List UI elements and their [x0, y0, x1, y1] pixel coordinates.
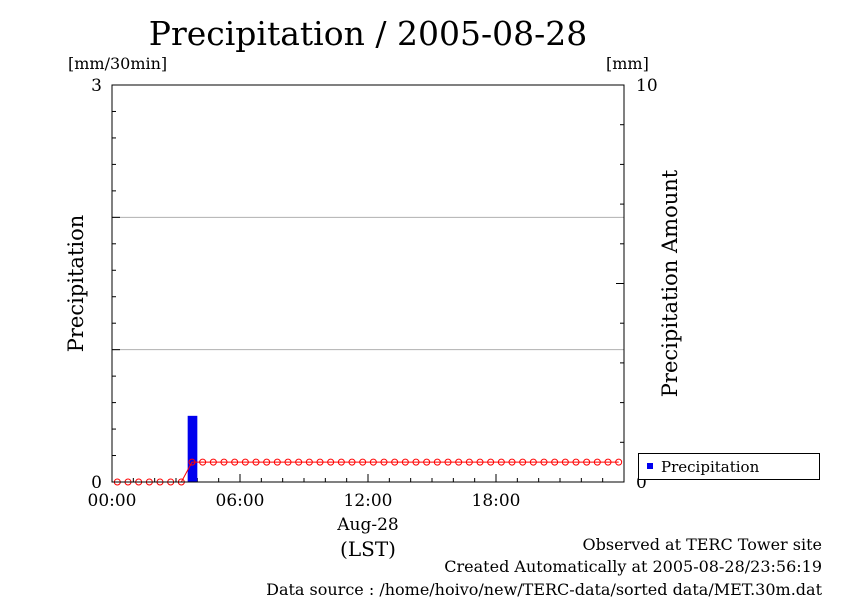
amount-marker [540, 458, 548, 466]
y-tick-label: 3 [91, 76, 102, 96]
x-tick-label: 18:00 [472, 491, 521, 511]
legend: Precipitation [638, 453, 820, 480]
amount-marker [369, 458, 377, 466]
x-tick-label: 00:00 [88, 491, 137, 511]
y-tick-label: 0 [91, 473, 102, 493]
plot-frame [111, 84, 625, 483]
y2-tick-label: 0 [636, 473, 647, 493]
chart-title: Precipitation / 2005-08-28 [148, 14, 588, 53]
footer-source: Data source : /home/hoivo/new/TERC-data/… [266, 580, 822, 599]
amount-marker [572, 458, 580, 466]
y-axis-label: Precipitation [64, 215, 88, 353]
amount-marker [380, 458, 388, 466]
amount-marker [497, 458, 505, 466]
legend-label-precipitation: Precipitation [661, 458, 760, 476]
amount-marker [423, 458, 431, 466]
amount-marker [487, 458, 495, 466]
x-tick-label: 06:00 [216, 491, 265, 511]
amount-marker [519, 458, 527, 466]
amount-marker [188, 458, 196, 466]
amount-marker [412, 458, 420, 466]
amount-marker [401, 458, 409, 466]
amount-marker [615, 458, 623, 466]
x-axis-label: (LST) [340, 537, 396, 561]
amount-marker [444, 458, 452, 466]
x-date-label: Aug-28 [336, 515, 398, 535]
amount-marker [348, 458, 356, 466]
amount-marker [476, 458, 484, 466]
amount-marker [327, 458, 335, 466]
amount-marker [359, 458, 367, 466]
amount-marker [508, 458, 516, 466]
y2-tick-label: 10 [636, 76, 658, 96]
right-axis-unit: [mm] [606, 54, 649, 73]
amount-marker [263, 458, 271, 466]
amount-marker [593, 458, 601, 466]
footer-observed: Observed at TERC Tower site [582, 535, 823, 554]
amount-marker [561, 458, 569, 466]
amount-marker [551, 458, 559, 466]
amount-marker [305, 458, 313, 466]
left-axis-unit: [mm/30min] [68, 54, 168, 73]
amount-marker [604, 458, 612, 466]
precipitation-bar [187, 415, 198, 482]
amount-marker [433, 458, 441, 466]
amount-marker [337, 458, 345, 466]
amount-marker [583, 458, 591, 466]
legend-swatch-precipitation [647, 463, 653, 469]
amount-marker [529, 458, 537, 466]
amount-marker [231, 458, 239, 466]
amount-marker [465, 458, 473, 466]
amount-marker [316, 458, 324, 466]
amount-marker [391, 458, 399, 466]
amount-marker [209, 458, 217, 466]
amount-marker [220, 458, 228, 466]
y2-axis-label: Precipitation Amount [658, 169, 682, 397]
amount-line [117, 461, 619, 483]
x-tick-label: 12:00 [344, 491, 393, 511]
amount-marker [295, 458, 303, 466]
amount-marker [199, 458, 207, 466]
amount-marker [241, 458, 249, 466]
footer-created: Created Automatically at 2005-08-28/23:5… [444, 557, 822, 576]
amount-marker [273, 458, 281, 466]
amount-marker [284, 458, 292, 466]
amount-marker [252, 458, 260, 466]
amount-marker [455, 458, 463, 466]
